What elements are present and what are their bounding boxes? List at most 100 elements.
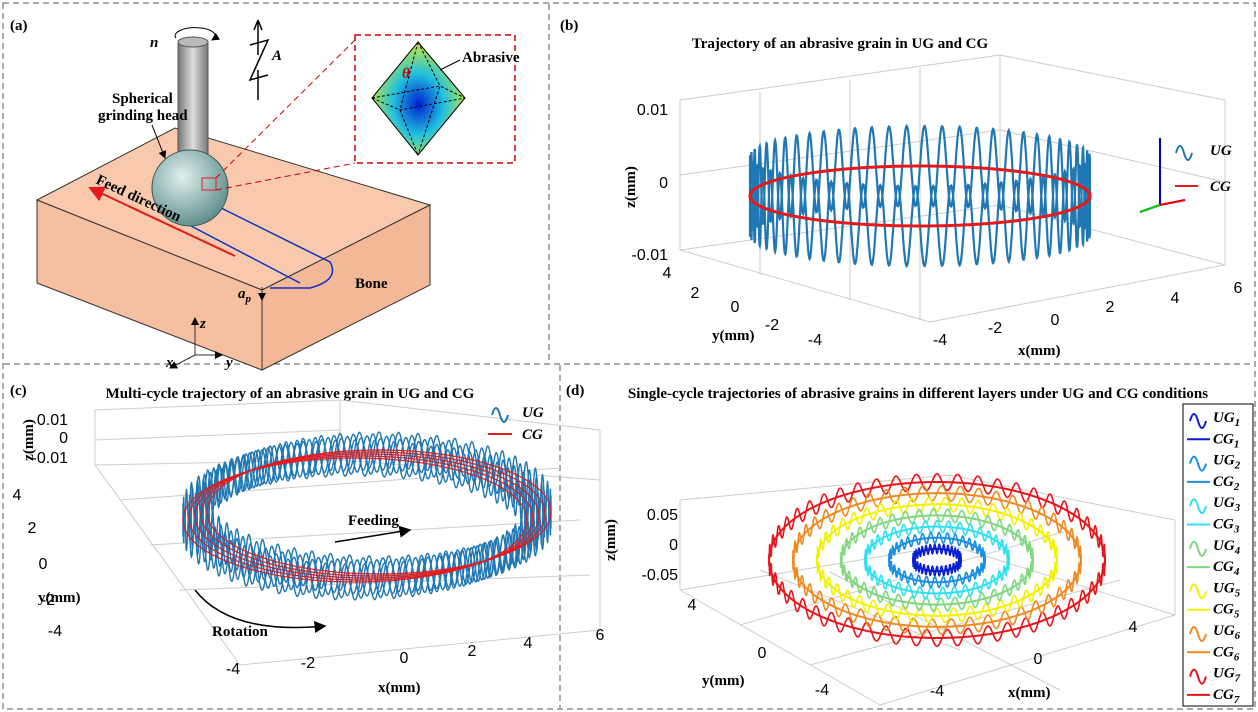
trajectory [182, 457, 528, 583]
triad [1159, 199, 1186, 206]
z-tick-label: -0.01 [32, 450, 69, 467]
panel-title: Multi-cycle trajectory of an abrasive gr… [106, 386, 475, 402]
panel-label: (b) [560, 18, 578, 34]
abrasive-label: Abrasive [462, 50, 520, 66]
head-label: Spherical [112, 91, 173, 107]
text-main: CG [1213, 644, 1234, 660]
legend-label: UG1 [1213, 410, 1240, 429]
depth-label: ap [238, 286, 252, 305]
text-sub: 4 [1234, 545, 1241, 557]
y-tick-label: 0 [39, 556, 48, 573]
legend-label: CG7 [1213, 687, 1240, 706]
bone-label: Bone [355, 276, 388, 292]
axis-label: x [165, 355, 174, 371]
text-main: UG [1213, 623, 1235, 639]
text-sub: 2 [1234, 460, 1241, 472]
y-axis-label: y(mm) [712, 328, 754, 344]
trajectory [792, 484, 1082, 636]
y-axis-label: y(mm) [702, 673, 744, 689]
text-sub: 7 [1235, 673, 1241, 685]
x-tick-label: -4 [930, 683, 944, 700]
legend-label: CG [1210, 179, 1231, 195]
legend-label: UG4 [1213, 538, 1241, 557]
grid-line [94, 399, 341, 411]
grid-line [879, 614, 1176, 706]
grinding-head [151, 19, 516, 227]
text-main: CG [1213, 602, 1234, 618]
panel-label: (a) [10, 18, 28, 34]
y-tick-label: 4 [663, 265, 672, 282]
legend-symbol [1189, 413, 1207, 429]
y-tick-label: 2 [691, 285, 700, 302]
triad [1139, 204, 1161, 213]
trajectory [792, 492, 1082, 628]
x-axis-label: x(mm) [1018, 343, 1060, 359]
z-axis-label: z(mm) [623, 166, 639, 208]
legend-label: CG1 [1213, 431, 1239, 450]
y-tick-label: 4 [688, 597, 697, 614]
trajectory [768, 472, 1106, 648]
x-tick-label: 2 [1106, 299, 1115, 316]
trajectory [888, 531, 986, 589]
axis-label: z [199, 316, 206, 332]
trajectory [816, 496, 1058, 624]
z-tick-label: -0.01 [632, 247, 669, 264]
arrow [334, 525, 412, 543]
legend-label: CG5 [1213, 602, 1240, 621]
legend-label: UG [1210, 143, 1232, 159]
z-tick-label: 0 [659, 175, 668, 192]
text-sub: 3 [1234, 502, 1241, 514]
y-tick-label: -4 [808, 332, 822, 349]
z-tick-label: 0.05 [647, 507, 678, 524]
axis-label: y [224, 355, 233, 371]
text-main: a [238, 286, 246, 302]
y-tick-label: 4 [13, 487, 22, 504]
text-main: CG [1213, 559, 1234, 575]
legend-symbol [1189, 668, 1207, 685]
text-sub: 4 [1233, 566, 1240, 578]
legend-label: CG4 [1213, 559, 1240, 578]
grid-line [679, 249, 931, 323]
legend-label: CG [522, 427, 543, 443]
z-tick-label: -0.05 [642, 567, 679, 584]
x-tick-label: 4 [1171, 290, 1180, 307]
y-tick-label: 0 [758, 645, 767, 662]
grid-line [679, 544, 951, 591]
x-axis-label: x(mm) [1008, 685, 1050, 701]
legend-symbol [1189, 540, 1207, 557]
text-sub: 7 [1234, 694, 1240, 706]
annotation: Feeding [348, 513, 399, 529]
trajectory [748, 164, 1092, 228]
text-main: UG [1213, 410, 1235, 426]
legend-box [1182, 403, 1254, 707]
trajectory [912, 543, 962, 577]
grid-line [239, 629, 601, 666]
y-axis-label: y(mm) [38, 590, 80, 606]
text-main: UG [1213, 495, 1235, 511]
legend-label: CG6 [1213, 644, 1240, 663]
legend-symbol [1189, 455, 1207, 472]
grid-line [679, 474, 951, 501]
angle-label: θ [402, 66, 410, 82]
legend-label: CG2 [1213, 474, 1240, 493]
panel-label: (d) [566, 383, 584, 399]
legend-symbol [1175, 145, 1193, 161]
grid-line [679, 129, 1001, 176]
grid-line [809, 579, 1121, 666]
legend-symbol [1189, 583, 1207, 600]
rotation-label: n [150, 35, 158, 51]
y-tick-label: -2 [41, 592, 55, 609]
legend-symbol [491, 407, 509, 423]
annotation: Rotation [212, 624, 268, 640]
y-tick-label: -4 [815, 682, 829, 699]
trajectory [194, 453, 540, 579]
x-tick-label: 0 [1034, 651, 1043, 668]
grid-line [949, 544, 1176, 616]
grid-line [929, 264, 1226, 323]
text-main: UG [1213, 580, 1235, 596]
z-tick-label: 0 [59, 430, 68, 447]
legend-symbol [1189, 626, 1207, 642]
z-tick-label: 0.01 [37, 412, 68, 429]
grid-line [149, 519, 581, 546]
